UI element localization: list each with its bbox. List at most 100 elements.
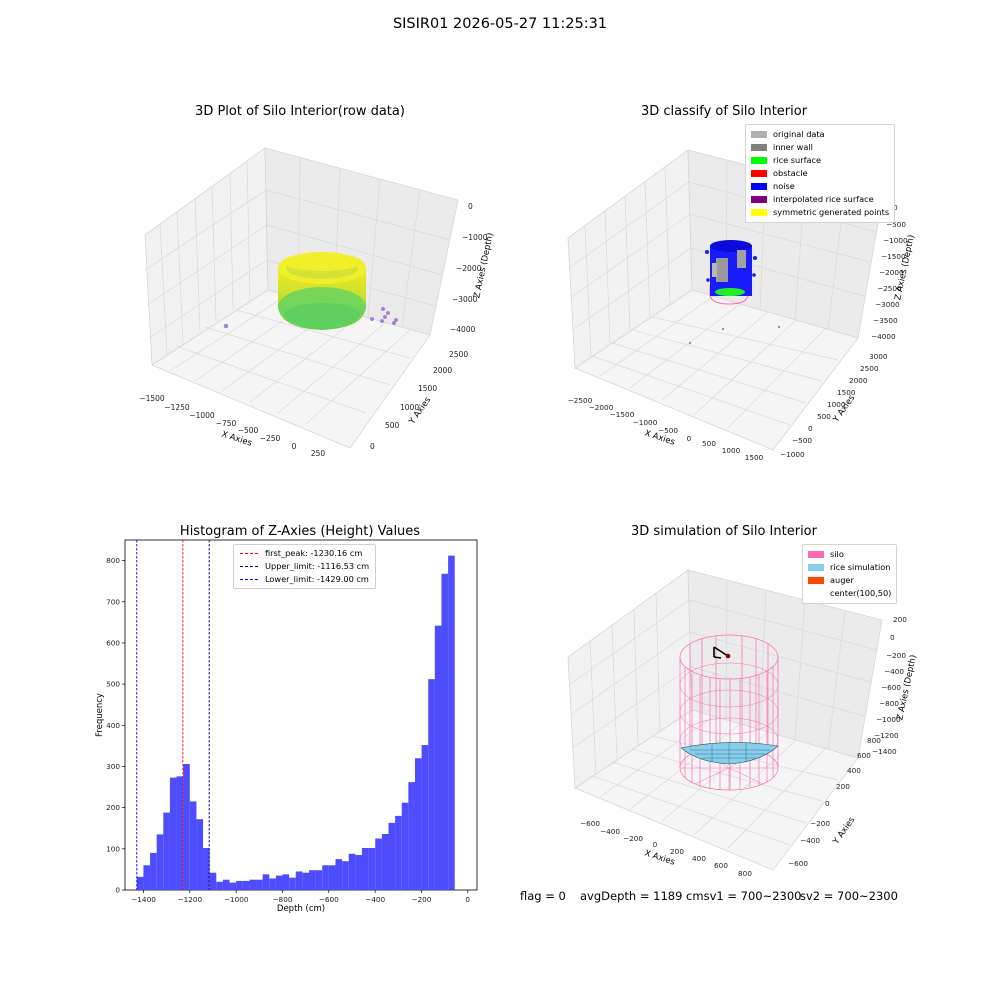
legend-label: inner wall — [773, 142, 813, 152]
histogram-bar — [401, 802, 409, 890]
histogram-x-axis-label: Depth (cm) — [277, 904, 325, 914]
z-tick: −2500 — [877, 284, 902, 293]
z-tick: −3000 — [875, 300, 900, 309]
x-tick-label: −1000 — [224, 895, 249, 904]
x-tick: −600 — [580, 819, 600, 828]
histogram-bar — [143, 865, 151, 890]
legend-swatch — [751, 157, 767, 164]
raw-point-cloud — [223, 252, 398, 330]
legend-item: inner wall — [751, 141, 889, 154]
histogram-bar — [408, 782, 415, 890]
y-tick: 800 — [867, 736, 881, 745]
histogram-y-axis-label: Frequency — [95, 693, 105, 737]
y-tick-label: 0 — [115, 886, 120, 895]
histogram-bar — [289, 877, 296, 890]
raw-3d-axes — [144, 147, 459, 449]
y-tick: −400 — [800, 836, 820, 845]
z-tick: −4000 — [871, 332, 896, 341]
simulation-y-axis-label: Y Axies — [831, 815, 858, 847]
legend-label: noise — [773, 181, 795, 191]
histogram-bar — [428, 679, 435, 890]
histogram-bar — [302, 872, 310, 890]
y-tick: −500 — [792, 436, 812, 445]
y-tick: 2500 — [449, 350, 468, 359]
x-tick-label: −200 — [411, 895, 431, 904]
x-tick: 600 — [714, 861, 728, 870]
histogram-bar — [150, 852, 157, 890]
histogram-bar — [348, 853, 356, 890]
histogram-bar — [315, 870, 323, 890]
x-tick: 200 — [670, 847, 684, 856]
histogram-bar — [216, 881, 223, 890]
legend-swatch — [751, 209, 767, 216]
histogram-bar — [163, 812, 170, 890]
histogram-bar — [441, 573, 449, 890]
x-tick: −1250 — [164, 403, 190, 412]
y-tick-label: 100 — [106, 844, 120, 853]
y-tick: −1000 — [780, 450, 805, 459]
x-tick: −2000 — [589, 403, 614, 412]
histogram-y-ticks: 0 100 200 300 400 500 600 700 800 — [106, 556, 125, 895]
histogram-bar — [361, 848, 369, 890]
simulation-3d-axes — [567, 569, 883, 871]
classify-y-ticks: −1000 −500 0 500 1000 1500 2000 2500 300… — [780, 352, 888, 459]
y-tick: −600 — [788, 859, 808, 868]
z-tick: −1000 — [462, 233, 488, 242]
legend-item: noise — [751, 180, 889, 193]
y-tick-label: 300 — [106, 762, 120, 771]
histogram-bar — [249, 879, 257, 890]
histogram-bar — [222, 879, 230, 890]
classify-x-ticks: −2500 −2000 −1500 −1000 −500 0 500 1000 … — [568, 396, 764, 462]
x-tick: −250 — [260, 434, 281, 443]
histogram-bar — [381, 834, 389, 890]
x-tick-label: −800 — [272, 895, 292, 904]
x-tick: 1500 — [745, 453, 764, 462]
histogram-bar — [269, 878, 276, 890]
z-tick: −1200 — [874, 731, 899, 740]
x-tick: −1500 — [139, 394, 165, 403]
x-tick: −200 — [623, 834, 643, 843]
legend-label: obstacle — [773, 168, 808, 178]
legend-label: interpolated rice surface — [773, 194, 874, 204]
legend-item: Lower_limit: -1429.00 cm — [240, 573, 369, 586]
z-tick: −1400 — [872, 747, 897, 756]
histogram-bar — [236, 880, 243, 890]
y-tick-label: 500 — [106, 680, 120, 689]
histogram-bar — [189, 801, 197, 890]
z-tick: −2000 — [456, 264, 482, 273]
legend-line-swatch — [240, 566, 258, 567]
y-tick: 1500 — [837, 388, 856, 397]
histogram-bar — [176, 776, 184, 890]
histogram-bar — [342, 861, 349, 890]
flag-text: flag = 0 — [520, 889, 566, 903]
x-tick: 500 — [702, 439, 716, 448]
y-tick: 2500 — [860, 364, 879, 373]
legend-label: symmetric generated points — [773, 207, 890, 217]
raw-y-ticks: 0 500 1000 1500 2000 2500 — [370, 350, 468, 451]
x-tick-label: −600 — [319, 895, 339, 904]
x-tick: −500 — [238, 426, 259, 435]
x-tick: 400 — [692, 854, 706, 863]
sv2-text: sv2 = 700~2300 — [800, 889, 898, 903]
x-tick: −2500 — [568, 396, 593, 405]
legend-line-swatch — [240, 579, 258, 580]
histogram-bar — [395, 815, 402, 890]
x-tick: 0 — [653, 840, 658, 849]
histogram-bar — [183, 764, 190, 890]
legend-label: Lower_limit: -1429.00 cm — [265, 574, 369, 584]
x-tick-label: −1200 — [177, 895, 202, 904]
histogram-legend: first_peak: -1230.16 cm Upper_limit: -11… — [233, 544, 377, 589]
legend-line-swatch — [240, 553, 258, 554]
y-tick: 0 — [370, 442, 375, 451]
histogram-bar — [295, 871, 303, 890]
z-tick: −2000 — [879, 268, 904, 277]
y-tick: 1000 — [827, 400, 846, 409]
y-tick-label: 200 — [106, 803, 120, 812]
z-tick: −3000 — [452, 295, 478, 304]
legend-swatch — [751, 170, 767, 177]
z-tick: −200 — [886, 651, 906, 660]
x-tick: 800 — [738, 869, 752, 878]
legend-item: silo — [808, 548, 891, 561]
y-tick-label: 600 — [106, 638, 120, 647]
z-tick: −1000 — [883, 236, 908, 245]
